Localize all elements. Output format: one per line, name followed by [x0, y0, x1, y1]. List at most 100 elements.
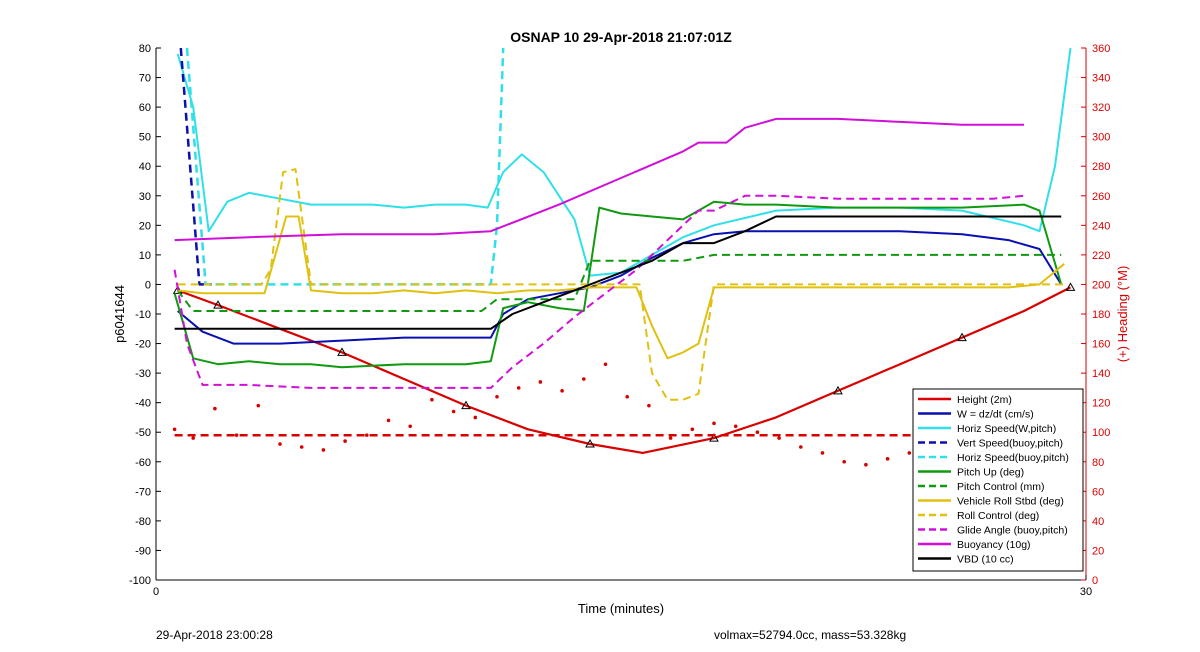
- series-line: [177, 168, 1065, 401]
- y2-tick-label: 220: [1092, 250, 1110, 262]
- legend-label: Vehicle Roll Stbd (deg): [957, 496, 1064, 508]
- heading-point: [365, 433, 369, 437]
- y-tick-label: 30: [139, 191, 151, 203]
- heading-point: [885, 457, 890, 461]
- heading-point: [408, 424, 413, 429]
- heading-point: [343, 439, 347, 443]
- heading-point: [234, 433, 239, 437]
- y-tick-label: -30: [135, 368, 151, 380]
- heading-point: [625, 394, 629, 399]
- heading-point: [907, 451, 912, 455]
- series-line: [177, 286, 1071, 454]
- y2-axis-label: (+) Heading (°M): [1115, 266, 1130, 363]
- heading-point: [256, 403, 261, 408]
- series-line: [173, 200, 1063, 369]
- series-line: [174, 117, 1024, 242]
- y-tick-label: 0: [145, 279, 151, 291]
- y-axis-label: p6041644: [112, 285, 127, 343]
- height-marker: [461, 400, 471, 410]
- height-marker: [337, 347, 347, 356]
- y-tick-label: -100: [129, 575, 151, 587]
- heading-point: [473, 415, 478, 420]
- height-marker: [585, 439, 595, 448]
- y-tick-label: 70: [139, 73, 151, 85]
- heading-point: [516, 386, 521, 390]
- heading-point: [321, 448, 326, 452]
- y-tick-label: 10: [139, 250, 151, 262]
- y2-tick-label: 340: [1092, 73, 1110, 85]
- heading-point: [777, 436, 781, 440]
- heading-point: [278, 442, 282, 446]
- y2-tick-label: 280: [1092, 161, 1110, 173]
- y-tick-label: -50: [135, 427, 151, 439]
- legend-label: Glide Angle (buoy,pitch): [957, 525, 1068, 537]
- y2-tick-label: 360: [1092, 43, 1110, 55]
- y2-tick-label: 240: [1092, 220, 1110, 232]
- height-marker: [709, 433, 719, 442]
- heading-point: [668, 436, 673, 440]
- y2-tick-label: 260: [1092, 191, 1110, 203]
- chart-title: OSNAP 10 29-Apr-2018 21:07:01Z: [510, 29, 732, 45]
- y-tick-label: -10: [135, 309, 151, 321]
- x-axis-label: Time (minutes): [578, 601, 664, 616]
- y2-tick-label: 200: [1092, 279, 1110, 291]
- legend-label: Pitch Control (mm): [957, 481, 1045, 493]
- legend: Height (2m) W = dz/dt (cm/s) Horiz Speed(W…: [912, 388, 1084, 572]
- y2-tick-label: 120: [1092, 398, 1110, 410]
- heading-point: [842, 459, 846, 464]
- heading-point: [538, 380, 543, 384]
- y2-tick-label: 20: [1092, 545, 1104, 557]
- y-tick-label: -90: [135, 545, 151, 557]
- legend-label: Vert Speed(buoy,pitch): [957, 438, 1063, 450]
- height-marker: [833, 385, 843, 395]
- series-line: [174, 215, 1062, 330]
- y2-tick-label: 80: [1092, 457, 1104, 469]
- height-marker: [213, 300, 223, 309]
- y2-tick-label: 60: [1092, 486, 1104, 498]
- y2-tick-label: 140: [1092, 368, 1110, 380]
- y-tick-label: 20: [139, 220, 151, 232]
- heading-point: [386, 418, 391, 423]
- heading-point: [191, 436, 195, 440]
- heading-point: [864, 462, 868, 467]
- heading-point: [820, 451, 825, 455]
- heading-point: [603, 362, 608, 367]
- heading-point: [560, 389, 564, 393]
- footer-vehicle-info: volmax=52794.0cc, mass=53.328kg: [714, 628, 907, 642]
- series-line: [176, 253, 1062, 312]
- y2-tick-label: 300: [1092, 132, 1110, 144]
- series-line: [177, 230, 1063, 345]
- y2-tick-label: 160: [1092, 339, 1110, 351]
- legend-label: W = dz/dt (cm/s): [957, 409, 1034, 421]
- y-tick-label: -80: [135, 516, 151, 528]
- heading-point: [430, 397, 434, 402]
- y2-tick-label: 40: [1092, 516, 1104, 528]
- series-line: [179, 48, 212, 286]
- legend-box: [912, 388, 1084, 572]
- y2-tick-label: 320: [1092, 102, 1110, 114]
- y-tick-label: -70: [135, 486, 151, 498]
- heading-point: [755, 430, 760, 435]
- heading-point: [690, 427, 695, 432]
- height-marker: [957, 332, 967, 342]
- series-clip-group: [172, 48, 1076, 485]
- heading-point: [172, 427, 177, 432]
- legend-label: VBD (10 cc): [957, 554, 1014, 566]
- heading-point: [213, 406, 217, 411]
- heading-point: [733, 424, 738, 429]
- height-marker: [1065, 282, 1076, 291]
- y-tick-label: 60: [139, 102, 151, 114]
- y2-tick-label: 0: [1092, 575, 1098, 587]
- series-line: [177, 215, 1065, 360]
- legend-label: Buoyancy (10g): [957, 539, 1031, 551]
- legend-label: Height (2m): [957, 394, 1012, 406]
- y2-tick-label: 100: [1092, 427, 1110, 439]
- heading-point: [582, 377, 586, 381]
- y2-tick-label: 180: [1092, 309, 1110, 321]
- y-tick-label: -40: [135, 398, 151, 410]
- y-tick-label: -20: [135, 339, 151, 351]
- y-tick-label: -60: [135, 457, 151, 469]
- heading-point: [647, 403, 651, 408]
- x-tick-label: 0: [153, 586, 159, 598]
